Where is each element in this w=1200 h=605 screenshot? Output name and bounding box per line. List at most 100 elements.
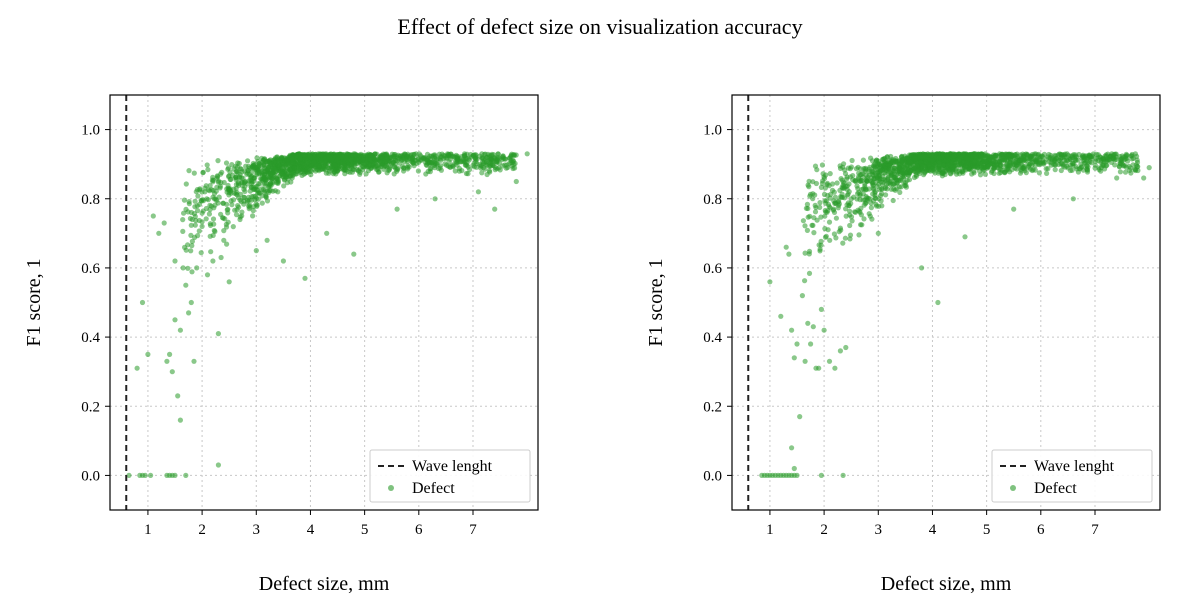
data-point: [1003, 155, 1009, 161]
data-point: [134, 365, 140, 371]
data-point: [827, 195, 833, 201]
data-point: [205, 197, 211, 203]
data-point: [238, 166, 244, 172]
data-point: [951, 153, 957, 159]
data-point: [230, 224, 236, 230]
data-point: [228, 198, 234, 204]
data-point: [1026, 163, 1032, 169]
data-point: [854, 183, 860, 189]
data-point: [316, 168, 322, 174]
data-point: [183, 247, 189, 253]
data-point: [223, 160, 230, 166]
data-point: [812, 209, 819, 215]
data-point: [999, 156, 1005, 162]
data-point: [827, 171, 833, 177]
data-point: [863, 187, 869, 193]
data-point: [878, 179, 884, 185]
data-point: [250, 213, 256, 219]
data-point: [838, 227, 844, 233]
data-point: [360, 157, 367, 163]
data-point: [812, 163, 819, 169]
data-point: [475, 189, 481, 195]
data-point: [818, 472, 824, 478]
data-point: [384, 170, 390, 176]
data-point: [339, 159, 345, 165]
data-point: [843, 176, 850, 182]
data-point: [186, 168, 192, 174]
data-point: [1026, 155, 1032, 162]
data-point: [500, 153, 506, 159]
legend-defect-swatch: [1010, 485, 1016, 491]
data-point: [877, 169, 883, 175]
data-point: [849, 218, 855, 224]
data-point: [982, 171, 988, 177]
data-point: [205, 167, 211, 173]
data-point: [304, 169, 310, 175]
data-point: [183, 206, 189, 212]
data-point: [817, 246, 823, 252]
data-point: [262, 177, 268, 183]
data-point: [192, 198, 198, 204]
data-point: [258, 186, 265, 192]
data-point: [207, 233, 213, 239]
data-point: [374, 162, 380, 169]
data-point: [1023, 170, 1029, 176]
data-point: [470, 153, 476, 159]
data-point: [849, 157, 855, 164]
data-point: [331, 169, 337, 175]
data-point: [818, 242, 824, 248]
data-point: [960, 168, 966, 174]
data-point: [203, 216, 209, 222]
data-point: [1117, 169, 1123, 175]
data-point: [207, 188, 213, 194]
data-point: [1029, 167, 1035, 174]
data-point: [482, 166, 488, 172]
data-point: [996, 170, 1002, 176]
data-point: [899, 153, 905, 159]
y-tick-label: 1.0: [81, 123, 100, 139]
data-point: [225, 219, 231, 225]
data-point: [1049, 156, 1055, 162]
data-point: [424, 151, 431, 157]
data-point: [983, 159, 989, 165]
defect-series: [759, 151, 1152, 478]
data-point: [867, 213, 873, 219]
data-point: [200, 170, 206, 176]
data-point: [842, 235, 848, 241]
x-tick-label: 6: [1037, 522, 1045, 538]
data-point: [463, 162, 469, 168]
x-tick-label: 3: [875, 522, 883, 538]
data-point: [232, 207, 238, 213]
data-point: [856, 170, 862, 176]
data-point: [845, 165, 851, 171]
data-point: [250, 208, 256, 214]
data-point: [947, 170, 953, 176]
data-point: [1146, 165, 1152, 171]
data-point: [427, 166, 433, 172]
data-point: [1085, 159, 1091, 165]
data-point: [241, 201, 247, 207]
data-point: [353, 152, 359, 158]
data-point: [1095, 158, 1101, 164]
data-point: [823, 233, 829, 239]
data-point: [210, 216, 217, 222]
data-point: [1132, 151, 1138, 157]
data-point: [207, 207, 213, 213]
data-point: [253, 248, 259, 254]
data-point: [368, 153, 374, 159]
data-point: [211, 227, 217, 234]
data-point: [192, 204, 198, 210]
data-point: [480, 156, 486, 162]
data-point: [794, 472, 800, 478]
data-point: [302, 275, 308, 281]
data-point: [813, 204, 819, 211]
data-point: [789, 445, 795, 451]
data-point: [974, 164, 980, 170]
data-point: [875, 230, 881, 236]
y-tick-label: 0.8: [81, 192, 100, 208]
data-point: [234, 168, 240, 174]
data-point: [843, 344, 849, 351]
data-point: [228, 176, 234, 182]
data-point: [215, 158, 221, 164]
data-point: [1118, 158, 1124, 164]
